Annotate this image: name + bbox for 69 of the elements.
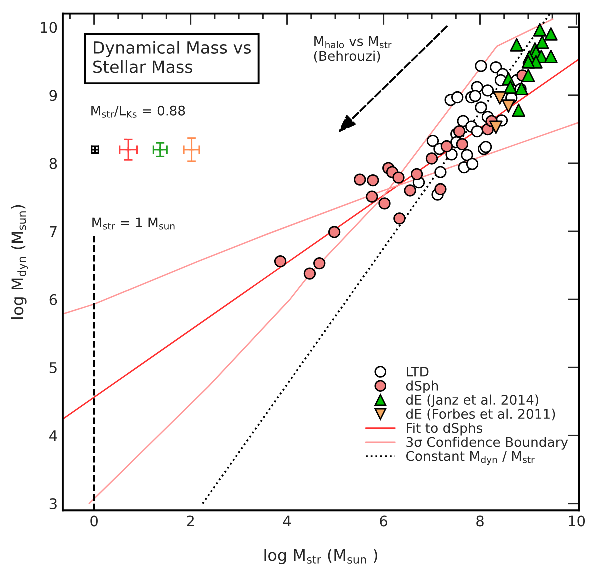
y-tick-label: 3 (50, 498, 57, 510)
point (490, 61, 502, 74)
point (453, 125, 466, 138)
point (125, 146, 132, 154)
annotation: M$_{str}$/L$_{Ks}$ = 0.88 (92, 106, 186, 118)
point (456, 138, 468, 151)
x-tick-label: 6 (380, 516, 388, 527)
y-tick-label: 8 (50, 158, 58, 170)
point (512, 104, 526, 118)
point (522, 55, 536, 69)
point (404, 184, 416, 197)
legend-label: dE (Janz et al. 2014) (406, 394, 538, 408)
y-tick-label: 5 (50, 362, 57, 374)
legend-label: LTD (407, 367, 429, 377)
legend-label: dE (Forbes et al. 2011) (406, 408, 556, 421)
point (471, 125, 484, 138)
point (274, 255, 287, 268)
y-tick-label: 6 (50, 294, 58, 306)
y-tick-label: 7 (50, 226, 57, 238)
point (475, 60, 488, 72)
point (304, 268, 316, 280)
y-axis-title: log M$_{dyn}$ (M$_{sun}$) (11, 205, 28, 319)
x-axis-title: log M$_{str}$ (M$_{sun}$ ) (264, 549, 378, 564)
point (188, 146, 196, 154)
point (533, 23, 547, 37)
x-tick-label: 8 (476, 516, 484, 527)
point (367, 174, 380, 187)
point (434, 166, 447, 178)
point (354, 174, 366, 186)
point (522, 69, 536, 82)
point (328, 226, 341, 238)
x-tick-label: 2 (187, 516, 194, 527)
annotation: M$_{halo}$ vs M$_{str}$ (Behrouzi) (314, 36, 392, 63)
point (440, 140, 454, 153)
legend-label: Constant M$_{dyn}$ / M$_{str}$ (406, 451, 535, 466)
legend-label: dSph (406, 380, 438, 394)
point (410, 168, 424, 180)
point (475, 102, 488, 114)
x-tick-label: 10 (569, 516, 586, 527)
point (452, 91, 464, 104)
y-tick-label: 9 (50, 90, 58, 102)
legend-label: Fit to dSphs (407, 422, 483, 436)
legend-label: 3σ Confidence Boundary (406, 437, 568, 450)
x-tick-label: 4 (283, 516, 292, 527)
point (426, 134, 440, 148)
point (489, 120, 503, 134)
point (378, 198, 391, 210)
point (544, 50, 558, 64)
point (461, 149, 474, 162)
point (314, 257, 326, 270)
point (434, 183, 447, 196)
y-tick-label: 10 (41, 22, 58, 34)
point (482, 84, 494, 97)
point (366, 190, 378, 203)
point (469, 90, 482, 102)
y-tick-label: 4 (50, 430, 58, 442)
point (394, 212, 406, 225)
point (466, 158, 479, 170)
point (502, 100, 516, 114)
point (504, 80, 518, 94)
annotation: M$_{str}$ = 1 M$_{sun}$ (92, 218, 175, 230)
point (510, 38, 524, 52)
point (426, 152, 438, 165)
x-tick-label: 0 (90, 516, 98, 527)
point (493, 91, 507, 105)
point (392, 172, 405, 184)
point (536, 36, 550, 50)
text: Dynamical Mass vs Stellar Mass (93, 41, 252, 74)
point (544, 28, 558, 41)
